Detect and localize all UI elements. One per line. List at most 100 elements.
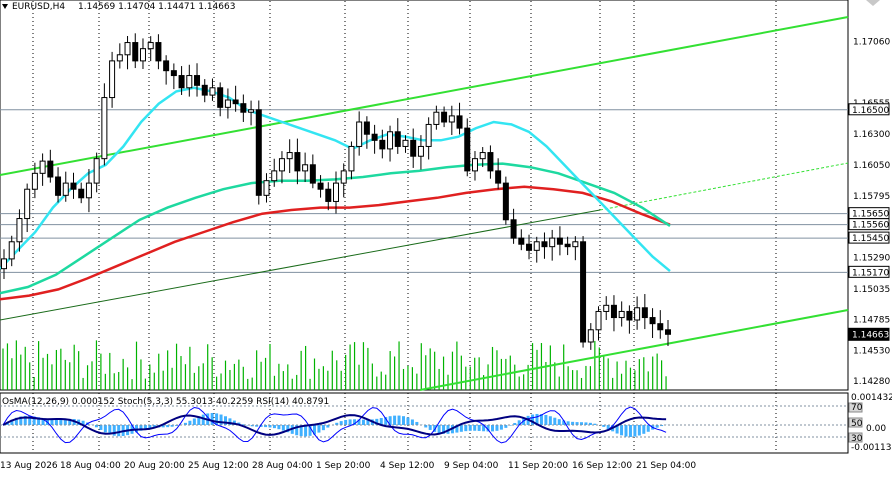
- candle-body[interactable]: [619, 311, 624, 317]
- candle-body[interactable]: [140, 49, 145, 61]
- current-price-badge[interactable]: 1.14663: [849, 328, 889, 340]
- candle-body[interactable]: [604, 305, 609, 311]
- candle-body[interactable]: [635, 308, 640, 320]
- level-badge-4[interactable]: 1.15450: [849, 232, 889, 244]
- candle-body[interactable]: [426, 124, 431, 146]
- candle-body[interactable]: [179, 76, 184, 88]
- candle-body[interactable]: [71, 183, 76, 189]
- candle-body[interactable]: [480, 153, 485, 159]
- candle-body[interactable]: [202, 85, 207, 95]
- candle-body[interactable]: [418, 146, 423, 156]
- candle-body[interactable]: [488, 153, 493, 171]
- candle-body[interactable]: [218, 88, 223, 108]
- candle-body[interactable]: [9, 242, 14, 259]
- candle-body[interactable]: [56, 177, 61, 195]
- candle-body[interactable]: [357, 122, 362, 146]
- candle-body[interactable]: [63, 183, 68, 195]
- time-axis[interactable]: 13 Aug 2026 18 Aug 04:00 20 Aug 20:00 25…: [0, 461, 696, 471]
- level-badge-3[interactable]: 1.15560: [849, 219, 889, 231]
- candle-body[interactable]: [573, 242, 578, 247]
- candle-body[interactable]: [148, 43, 153, 49]
- candle-body[interactable]: [442, 112, 447, 122]
- candle-body[interactable]: [372, 134, 377, 140]
- candle-body[interactable]: [303, 165, 308, 171]
- candle-body[interactable]: [249, 110, 254, 112]
- candle-body[interactable]: [279, 159, 284, 171]
- candle-body[interactable]: [318, 183, 323, 189]
- candle-body[interactable]: [156, 43, 161, 61]
- candle-body[interactable]: [94, 159, 99, 183]
- candle-body[interactable]: [2, 259, 7, 269]
- candle-body[interactable]: [364, 122, 369, 134]
- level-badge-5[interactable]: 1.15170: [849, 266, 889, 278]
- candle-body[interactable]: [542, 242, 547, 247]
- candle-body[interactable]: [380, 140, 385, 149]
- time-tick: 20 Aug 20:00: [124, 461, 185, 471]
- candle-body[interactable]: [79, 189, 84, 198]
- candle-body[interactable]: [658, 324, 663, 330]
- candle-body[interactable]: [588, 330, 593, 342]
- candle-body[interactable]: [449, 116, 454, 122]
- candle-body[interactable]: [611, 305, 616, 317]
- candle-body[interactable]: [550, 238, 555, 247]
- candle-body[interactable]: [403, 140, 408, 146]
- candle-body[interactable]: [86, 183, 91, 198]
- candle-body[interactable]: [465, 128, 470, 171]
- candle-body[interactable]: [511, 220, 516, 238]
- candle-body[interactable]: [519, 238, 524, 244]
- candle-body[interactable]: [472, 159, 477, 171]
- candle-body[interactable]: [102, 98, 107, 159]
- candle-body[interactable]: [17, 219, 22, 242]
- candle-body[interactable]: [457, 116, 462, 128]
- candle-body[interactable]: [666, 330, 671, 335]
- candle-body[interactable]: [326, 189, 331, 201]
- candle-body[interactable]: [133, 43, 138, 61]
- candle-body[interactable]: [349, 146, 354, 170]
- candle-body[interactable]: [171, 71, 176, 76]
- candle-body[interactable]: [534, 242, 539, 251]
- scroll-marker-icon[interactable]: [866, 0, 880, 6]
- candle-body[interactable]: [241, 104, 246, 113]
- candle-body[interactable]: [125, 43, 130, 55]
- candle-body[interactable]: [233, 100, 238, 104]
- candle-body[interactable]: [395, 132, 400, 147]
- candle-body[interactable]: [581, 242, 586, 342]
- candle-body[interactable]: [48, 161, 53, 177]
- candle-body[interactable]: [503, 183, 508, 220]
- candle-body[interactable]: [334, 183, 339, 201]
- candle-body[interactable]: [40, 161, 45, 173]
- candle-body[interactable]: [557, 238, 562, 244]
- candle-body[interactable]: [295, 153, 300, 171]
- candle-body[interactable]: [341, 171, 346, 183]
- candle-body[interactable]: [496, 171, 501, 183]
- candle-body[interactable]: [225, 100, 230, 107]
- candle-body[interactable]: [164, 61, 169, 71]
- candle-body[interactable]: [388, 132, 393, 149]
- candle-body[interactable]: [187, 76, 192, 88]
- candle-body[interactable]: [264, 181, 269, 196]
- candle-body[interactable]: [434, 112, 439, 124]
- candle-body[interactable]: [565, 244, 570, 246]
- candle-body[interactable]: [627, 311, 632, 320]
- candle-body[interactable]: [256, 110, 261, 196]
- candle-body[interactable]: [596, 311, 601, 329]
- osma-bar: [638, 425, 641, 436]
- candle-body[interactable]: [411, 140, 416, 156]
- candle-body[interactable]: [195, 76, 200, 86]
- candle-body[interactable]: [642, 308, 647, 318]
- candle-body[interactable]: [117, 55, 122, 61]
- candle-body[interactable]: [310, 165, 315, 183]
- level-badge-2[interactable]: 1.15650: [849, 208, 889, 220]
- candle-body[interactable]: [287, 153, 292, 159]
- candle-body[interactable]: [110, 61, 115, 98]
- level-badge-1[interactable]: 1.16500: [849, 104, 889, 116]
- candle-body[interactable]: [210, 88, 215, 95]
- candle-body[interactable]: [32, 173, 37, 189]
- candle-body[interactable]: [272, 171, 277, 181]
- candle-body[interactable]: [25, 189, 30, 218]
- osma-bar: [500, 425, 503, 430]
- candle-body[interactable]: [650, 318, 655, 324]
- candle-body[interactable]: [527, 244, 532, 250]
